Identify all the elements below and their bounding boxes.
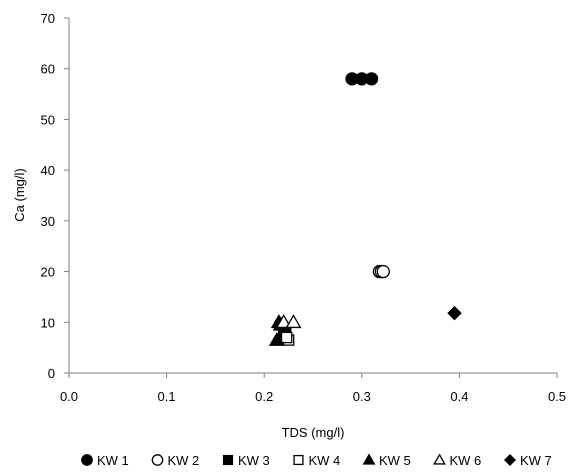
x-tick-label: 0.1 bbox=[158, 389, 176, 404]
x-tick-label: 0.0 bbox=[60, 389, 78, 404]
axes bbox=[68, 18, 557, 374]
y-tick-label: 60 bbox=[41, 62, 55, 77]
y-tick-label: 30 bbox=[41, 214, 55, 229]
y-tick-label: 0 bbox=[48, 366, 55, 381]
y-axis-title: Ca (mg/l) bbox=[12, 168, 27, 221]
y-tick-label: 40 bbox=[41, 163, 55, 178]
legend-label-kw6: KW 6 bbox=[450, 453, 482, 468]
y-tick-label: 70 bbox=[41, 11, 55, 26]
legend-marker-kw4 bbox=[293, 454, 304, 466]
legend-label-kw7: KW 7 bbox=[520, 453, 552, 468]
y-tick-label: 50 bbox=[41, 112, 55, 127]
legend-label-kw1: KW 1 bbox=[97, 453, 129, 468]
legend-label-kw5: KW 5 bbox=[379, 453, 411, 468]
legend-label-kw2: KW 2 bbox=[168, 453, 200, 468]
legend-marker-kw6 bbox=[433, 453, 446, 465]
legend-label-kw3: KW 3 bbox=[238, 453, 270, 468]
data-point-kw2 bbox=[376, 264, 390, 279]
data-points bbox=[268, 72, 462, 346]
data-point-kw4 bbox=[280, 331, 293, 344]
legend-marker-kw5 bbox=[362, 453, 376, 465]
data-point-kw5 bbox=[268, 331, 285, 346]
legend-marker-kw3 bbox=[222, 454, 234, 466]
y-ticks: 0 10 20 30 40 50 60 70 bbox=[41, 11, 69, 381]
x-tick-label: 0.3 bbox=[353, 389, 371, 404]
legend: KW 1 KW 2 KW 3 KW 4 KW 5 KW 6 KW 7 bbox=[81, 453, 552, 468]
legend-label-kw4: KW 4 bbox=[309, 453, 341, 468]
x-axis-title: TDS (mg/l) bbox=[282, 425, 345, 440]
x-tick-label: 0.4 bbox=[450, 389, 468, 404]
data-point-kw1 bbox=[364, 72, 379, 86]
x-tick-label: 0.5 bbox=[548, 389, 566, 404]
data-point-kw6 bbox=[285, 314, 302, 329]
data-point-kw6 bbox=[275, 314, 292, 329]
y-tick-label: 10 bbox=[41, 315, 55, 330]
legend-marker-kw2 bbox=[151, 454, 164, 466]
legend-marker-kw1 bbox=[81, 454, 93, 466]
x-tick-label: 0.2 bbox=[255, 389, 273, 404]
x-ticks: 0.0 0.1 0.2 0.3 0.4 0.5 bbox=[60, 373, 566, 404]
data-point-kw7 bbox=[447, 305, 462, 321]
legend-marker-kw7 bbox=[504, 454, 516, 466]
y-tick-label: 20 bbox=[41, 265, 55, 280]
